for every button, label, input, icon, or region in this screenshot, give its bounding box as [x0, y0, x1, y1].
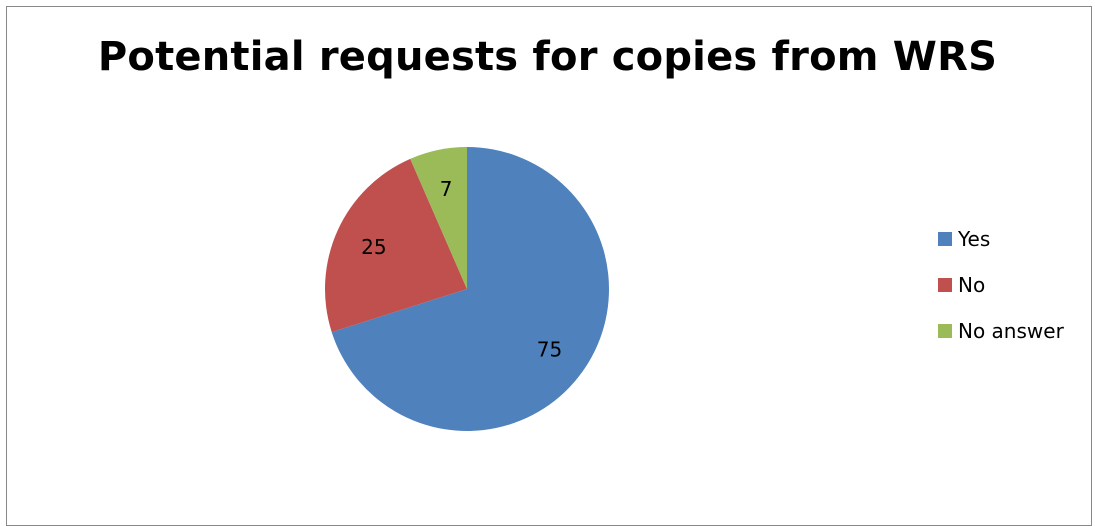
- legend-label-yes: Yes: [958, 227, 991, 251]
- data-label-yes: 75: [537, 337, 562, 361]
- legend: Yes No No answer: [938, 227, 1064, 365]
- legend-swatch-no: [938, 278, 952, 292]
- pie-slice-no-answer: [410, 147, 467, 289]
- legend-item-yes: Yes: [938, 227, 1064, 251]
- data-label-no: 25: [361, 235, 386, 259]
- pie-slice-no: [325, 158, 467, 333]
- legend-swatch-no-answer: [938, 324, 952, 338]
- pie-data-labels: 75 25 7: [361, 177, 562, 361]
- legend-swatch-yes: [938, 232, 952, 246]
- pie-slice-yes: [331, 147, 609, 431]
- chart-title: Potential requests for copies from WRS: [97, 34, 998, 80]
- pie-slices: [325, 147, 609, 431]
- legend-label-no-answer: No answer: [958, 319, 1064, 343]
- data-label-no-answer: 7: [440, 177, 453, 201]
- pie-chart: 75 25 7: [325, 147, 609, 431]
- legend-item-no: No: [938, 273, 1064, 297]
- legend-item-no-answer: No answer: [938, 319, 1064, 343]
- legend-label-no: No: [958, 273, 986, 297]
